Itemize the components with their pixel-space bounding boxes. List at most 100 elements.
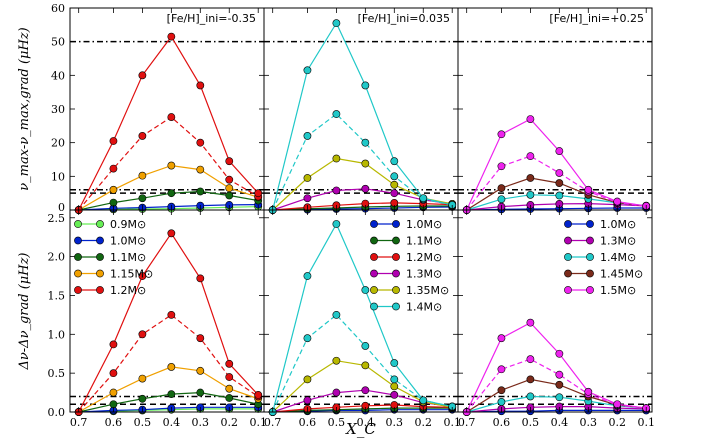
data-point [361, 159, 370, 168]
data-point [361, 361, 370, 370]
data-point [225, 184, 234, 193]
data-point [526, 152, 535, 161]
y-tick-label: 1.0 [48, 328, 66, 341]
data-point [555, 349, 564, 358]
y-tick-label: 0 [58, 201, 65, 214]
legend-label: 1.3M⊙ [406, 268, 442, 281]
panel-r1-c0: 0.7 0.6 0.5 0.4 0.3 0.2 0.1 [69, 209, 267, 429]
data-point [167, 113, 176, 121]
legend-label: 1.1M⊙ [406, 235, 442, 248]
data-point [332, 220, 341, 228]
x-tick-label: 0.7 [458, 416, 476, 429]
legend-marker [74, 236, 82, 245]
data-point [109, 400, 118, 409]
panel-frame [457, 7, 653, 211]
x-tick-label: 0.5 [134, 416, 152, 429]
data-point [419, 396, 428, 405]
data-point [390, 172, 399, 181]
data-point [303, 272, 312, 280]
x-tick-label: 0.2 [609, 416, 627, 429]
data-point [254, 391, 263, 399]
legend-marker [564, 269, 572, 278]
panel-frame [69, 7, 265, 211]
data-point [613, 197, 622, 206]
metallicity-annotation: [Fe/H]_ini=-0.35 [167, 12, 256, 25]
series-line [272, 21, 453, 211]
legend-marker [370, 253, 378, 261]
data-point [497, 162, 506, 171]
legend-marker [586, 220, 594, 228]
legend-marker [74, 286, 82, 294]
data-point [167, 189, 176, 198]
metallicity-annotation: [Fe/H]_ini=0.035 [358, 12, 450, 25]
data-point [196, 138, 205, 147]
data-point [361, 184, 370, 193]
data-point [225, 191, 234, 200]
legend-marker [564, 286, 572, 294]
panel-frame [263, 7, 459, 211]
data-point [361, 286, 370, 294]
legend-marker [74, 269, 82, 278]
panel-r1-c1: 0.7 0.6 0.5 0.4 0.3 0.2 0.1 [263, 209, 461, 429]
data-point [303, 396, 312, 405]
legend-marker [370, 269, 378, 278]
data-point [526, 174, 535, 182]
x-tick-label: 0.6 [105, 416, 123, 429]
legend-marker [370, 220, 378, 228]
data-point [584, 185, 593, 194]
x-tick-label: 0.6 [299, 416, 317, 429]
data-point [167, 390, 176, 399]
data-point [225, 175, 234, 184]
data-point [390, 359, 399, 367]
data-point [497, 334, 506, 343]
data-point [332, 186, 341, 195]
x-tick-label: 0.7 [70, 416, 88, 429]
legend-label: 1.0M⊙ [110, 235, 146, 248]
data-point [138, 330, 147, 339]
data-point [167, 310, 176, 319]
data-point [303, 375, 312, 384]
data-point [361, 386, 370, 395]
data-point [497, 386, 506, 395]
data-point [526, 318, 535, 327]
x-tick-label: 0.5 [328, 416, 346, 429]
legend-marker [586, 286, 594, 294]
data-point [555, 393, 564, 402]
data-point [584, 387, 593, 396]
data-point [332, 356, 341, 365]
data-point [555, 169, 564, 177]
data-point [526, 355, 535, 364]
y-tick-label: 40 [51, 69, 65, 82]
x-tick-label: 0.3 [192, 416, 210, 429]
data-point [303, 194, 312, 203]
legend-marker [586, 253, 594, 261]
data-point [419, 194, 428, 203]
data-point [390, 375, 399, 384]
legend-marker [564, 220, 572, 228]
legend-marker [586, 269, 594, 278]
y-tick-label: 10 [51, 170, 65, 183]
panel-r0-c2 [457, 7, 653, 214]
legend-label: 1.5M⊙ [600, 284, 636, 297]
x-tick-label: 0.1 [249, 416, 267, 429]
data-point [361, 138, 370, 147]
data-point [225, 373, 234, 381]
y-tick-label: 0.5 [48, 367, 66, 380]
data-point [138, 132, 147, 140]
legend-marker [564, 253, 572, 261]
data-point [361, 81, 370, 90]
data-point [497, 365, 506, 374]
legend-label: 1.2M⊙ [110, 284, 146, 297]
data-point [109, 340, 118, 349]
legend-marker [96, 253, 104, 261]
x-tick-label: 0.4 [551, 416, 569, 429]
data-point [497, 195, 506, 204]
data-point [109, 164, 118, 173]
data-point [138, 394, 147, 403]
legend-marker [392, 302, 400, 311]
y-tick-label: 50 [51, 36, 65, 49]
legend-marker [96, 220, 104, 228]
legend-marker [96, 236, 104, 245]
data-point [109, 369, 118, 378]
legend-marker [392, 286, 400, 294]
